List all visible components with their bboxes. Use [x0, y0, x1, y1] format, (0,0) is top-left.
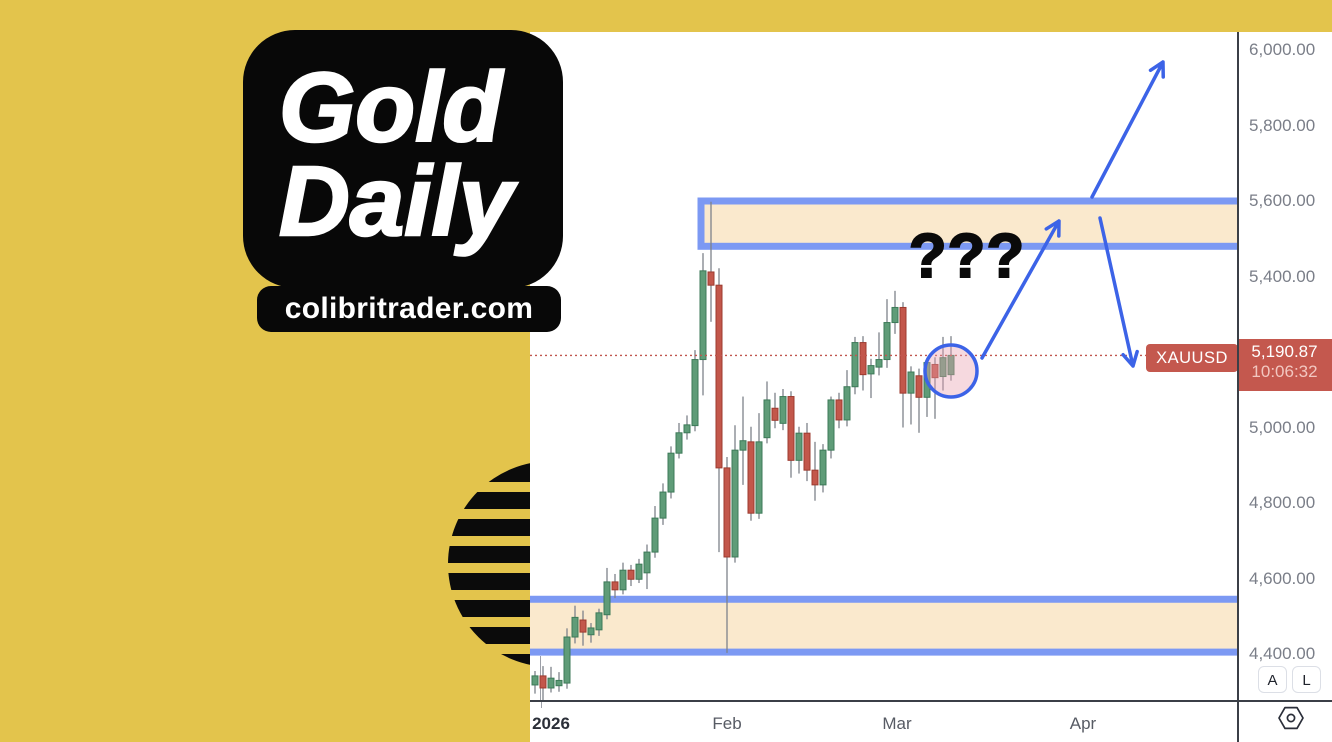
price-axis-label: 5,800.00 [1249, 115, 1316, 135]
candle-body [595, 612, 603, 631]
candle-body [803, 432, 811, 471]
price-axis-label: 5,400.00 [1249, 266, 1316, 286]
branding-website: colibritrader.com [257, 286, 561, 332]
price-axis-label: 6,000.00 [1249, 40, 1316, 59]
candle-body [603, 581, 611, 616]
candle-body [691, 359, 699, 427]
scenario-arrow-drawing[interactable] [980, 219, 1061, 360]
candle-body [531, 675, 539, 686]
candle-body [571, 616, 579, 638]
branding-title-line1: Gold [278, 52, 504, 162]
time-axis-label: Feb [712, 713, 742, 733]
candle-body [635, 563, 643, 580]
candle-body [843, 386, 851, 421]
scenario-arrow-drawing[interactable] [1098, 216, 1139, 368]
candle-body [819, 449, 827, 486]
demand-zone-rectangle[interactable] [530, 595, 1237, 656]
candle-body [659, 491, 667, 519]
candle-body [883, 322, 891, 361]
time-axis-label: 2026 [532, 713, 570, 733]
candle-body [779, 396, 787, 424]
price-axis-label: 5,000.00 [1249, 417, 1316, 437]
candle-body [747, 441, 755, 514]
candle-body [683, 424, 691, 434]
time-axis-label: Mar [882, 713, 912, 733]
candle-body [715, 284, 723, 469]
branding-badge: Gold Daily [243, 30, 563, 288]
candle-body [739, 440, 747, 451]
candle-body [787, 396, 795, 461]
candle-body [931, 363, 939, 379]
candle-body [899, 306, 907, 394]
current-price-time: 10:06:32 [1251, 362, 1318, 381]
candle-body [667, 452, 675, 493]
price-axis-label: 4,400.00 [1249, 644, 1316, 663]
price-axis[interactable]: 6,000.00 5,800.00 5,600.00 5,400.00 5,000.00… [1238, 32, 1332, 700]
supply-zone-rectangle[interactable] [697, 197, 1237, 250]
branding-title-line2: Daily [278, 146, 515, 256]
highlight-circle-drawing[interactable] [923, 343, 979, 399]
current-price-value: 5,190.87 [1251, 342, 1318, 361]
candle-body [827, 399, 835, 451]
candle-body [619, 569, 627, 591]
candle-body [851, 342, 859, 388]
candle-body [891, 306, 899, 324]
candle-body [731, 449, 739, 558]
candle-body [811, 469, 819, 486]
candle-body [763, 399, 771, 439]
candle-body [835, 399, 843, 421]
time-axis-label: Apr [1069, 713, 1097, 733]
log-scale-button[interactable]: L [1292, 666, 1321, 693]
price-axis-label: 4,600.00 [1249, 568, 1316, 588]
candle-body [643, 551, 651, 574]
settings-gear-icon[interactable] [1277, 704, 1305, 732]
symbol-label: XAUUSD [1146, 344, 1238, 372]
candle-body [563, 636, 571, 684]
candle-body [627, 569, 635, 580]
candle-body [771, 407, 779, 421]
candle-body [611, 581, 619, 591]
candle-body [867, 365, 875, 375]
candle-body [539, 675, 547, 689]
candle-body [699, 270, 707, 361]
chart-plot-area[interactable] [530, 32, 1237, 700]
time-axis-separator [530, 700, 1332, 702]
candle-body [755, 441, 763, 514]
candle-body [547, 677, 555, 689]
candle-body [859, 342, 867, 376]
candle-body [795, 432, 803, 461]
candle-body [675, 432, 683, 454]
candle-body [579, 619, 587, 633]
candle-body [939, 357, 947, 378]
candle-body [907, 371, 915, 394]
candle-body [707, 271, 715, 286]
price-axis-label: 5,600.00 [1249, 191, 1316, 210]
candle-body [555, 679, 563, 687]
price-axis-label: 4,800.00 [1249, 493, 1316, 512]
price-axis-separator [1237, 32, 1239, 742]
candle-body [875, 359, 883, 368]
year-tick-mark [540, 701, 542, 708]
candle-body [915, 375, 923, 398]
question-marks-annotation[interactable]: ??? [908, 222, 1026, 291]
scenario-arrow-drawing[interactable] [1090, 60, 1165, 199]
candle-body [723, 467, 731, 558]
candle-body [587, 627, 595, 636]
auto-scale-button[interactable]: A [1258, 666, 1287, 693]
time-axis[interactable]: 2026 Feb Mar Apr [530, 701, 1332, 742]
trading-chart-panel: ??? XAUUSD 6,000.00 5,800.00 5,600.00 5,400… [530, 32, 1332, 742]
current-price-label: 5,190.87 10:06:32 [1237, 339, 1332, 391]
candle-body [651, 517, 659, 553]
